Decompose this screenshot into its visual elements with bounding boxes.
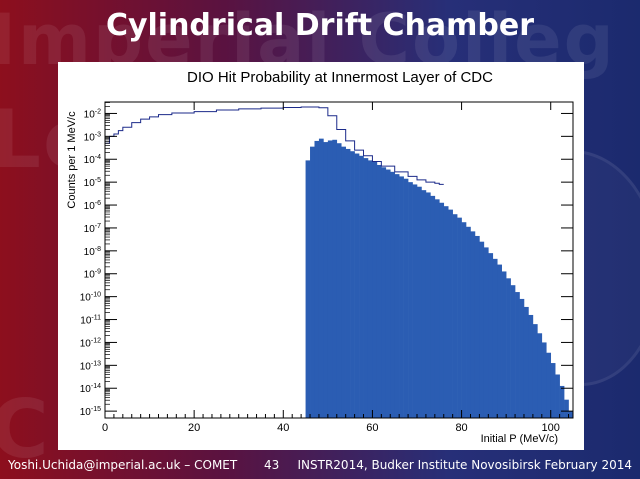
histogram-bar — [568, 411, 574, 418]
histogram-bar — [310, 146, 315, 419]
histogram-bar — [403, 178, 409, 418]
histogram-bar — [390, 171, 396, 418]
histogram-bar — [532, 324, 538, 418]
y-tick-label: 10-15 — [80, 406, 101, 418]
histogram-bar — [408, 182, 413, 418]
histogram-bar — [466, 226, 471, 418]
x-axis-label: Initial P (MeV/c) — [481, 433, 558, 445]
hit-probability-chart: DIO Hit Probability at Innermost Layer o… — [66, 69, 574, 445]
histogram-bar — [519, 298, 525, 418]
y-tick-label: 10-10 — [80, 292, 101, 304]
histogram-bar — [332, 139, 338, 419]
histogram-bar — [412, 184, 418, 418]
histogram-bar — [474, 235, 480, 418]
histogram-bar — [510, 285, 516, 418]
histogram-bar — [559, 385, 565, 418]
histogram-bar — [537, 333, 543, 418]
footer-author: Yoshi.Uchida@imperial.ac.uk – COMET — [8, 458, 238, 472]
histogram-bar — [376, 164, 382, 418]
outline-series-line — [105, 106, 444, 185]
histogram-bar — [323, 142, 329, 419]
histogram-bar — [448, 209, 453, 418]
background-watermark-3: C — [0, 383, 51, 476]
histogram-bar — [488, 253, 494, 418]
x-tick-label: 0 — [102, 422, 108, 434]
y-tick-label: 10-9 — [84, 269, 101, 281]
histogram-bar — [363, 158, 369, 418]
y-tick-label: 10-3 — [84, 131, 101, 143]
histogram-bar — [341, 146, 346, 419]
footer-page-number: 43 — [264, 458, 280, 472]
x-tick-label: 40 — [277, 422, 289, 434]
histogram-bar — [457, 217, 462, 418]
y-tick-label: 10-8 — [84, 246, 101, 258]
histogram-bar — [528, 314, 534, 418]
histogram-bar — [479, 241, 485, 418]
chart-title: DIO Hit Probability at Innermost Layer o… — [187, 69, 493, 86]
histogram-bar — [470, 231, 476, 418]
histogram-bar — [399, 176, 404, 418]
y-tick-label: 10-13 — [80, 360, 101, 372]
histogram-bar — [305, 160, 311, 418]
x-tick-label: 20 — [188, 422, 200, 434]
histogram-bar — [506, 278, 511, 418]
y-tick-label: 10-4 — [84, 154, 101, 166]
histogram-bar — [546, 352, 552, 418]
histogram-bar — [381, 167, 387, 418]
histogram-bar — [443, 206, 449, 418]
histogram-bar — [385, 169, 391, 418]
y-tick-label: 10-11 — [80, 315, 101, 327]
y-axis-label: Counts per 1 MeV/c — [66, 111, 78, 209]
y-tick-label: 10-6 — [84, 200, 101, 212]
histogram-bar — [372, 161, 378, 418]
histogram-bar — [359, 155, 364, 418]
histogram-bar — [461, 222, 467, 418]
histogram-bar — [430, 195, 436, 418]
histogram-bar — [350, 151, 355, 418]
y-tick-label: 10-2 — [84, 108, 101, 120]
histogram-bar — [336, 143, 342, 418]
y-tick-label: 10-14 — [80, 383, 101, 395]
histogram-bar — [425, 192, 431, 418]
histogram-bar — [492, 258, 498, 418]
histogram-bar — [354, 153, 360, 418]
histogram-bar — [483, 247, 489, 418]
histogram-bar — [452, 214, 458, 418]
x-tick-label: 60 — [366, 422, 378, 434]
y-tick-label: 10-12 — [80, 337, 101, 349]
histogram-bar — [550, 363, 556, 418]
histogram-bar — [314, 140, 320, 418]
histogram-bar — [497, 264, 502, 418]
footer-conference: INSTR2014, Budker Institute Novosibirsk … — [297, 458, 633, 472]
histogram-bar — [434, 199, 440, 418]
histogram-bar — [421, 190, 427, 418]
histogram-bar — [555, 374, 560, 418]
histogram-bar — [318, 138, 324, 418]
histogram-bar — [327, 140, 333, 418]
x-tick-label: 100 — [542, 422, 560, 434]
slide-title: Cylindrical Drift Chamber — [105, 8, 535, 43]
y-tick-label: 10-7 — [84, 223, 101, 235]
histogram-bar — [367, 160, 373, 418]
slide-footer: Yoshi.Uchida@imperial.ac.uk – COMET 43 I… — [0, 458, 640, 476]
histogram-bar — [541, 342, 547, 418]
histogram-bar — [439, 202, 445, 418]
y-tick-label: 10-5 — [84, 177, 101, 189]
histogram-bar — [394, 174, 400, 418]
histogram-bar — [523, 306, 529, 418]
histogram-bar — [417, 186, 422, 418]
histogram-bar — [345, 148, 351, 419]
x-tick-label: 80 — [455, 422, 467, 434]
chart-panel: DIO Hit Probability at Innermost Layer o… — [58, 62, 584, 450]
histogram-bar — [515, 292, 520, 418]
histogram-bar — [564, 399, 569, 418]
histogram-bar — [501, 271, 507, 418]
